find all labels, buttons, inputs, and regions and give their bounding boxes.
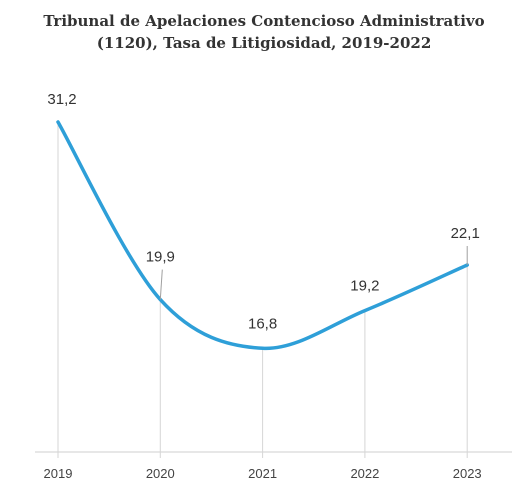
leader-line [159,269,163,300]
x-tick-label: 2022 [350,466,379,481]
x-tick-label: 2023 [453,466,482,481]
data-label: 22,1 [451,225,480,242]
x-tick-label: 2021 [248,466,277,481]
chart-title: (1120), Tasa de Litigiosidad, 2019-2022 [97,34,432,52]
data-label: 16,8 [248,315,277,332]
data-label: 31,2 [47,91,76,108]
x-tick-label: 2020 [146,466,175,481]
data-label: 19,2 [350,278,379,295]
chart-title: Tribunal de Apelaciones Contencioso Admi… [43,12,484,30]
line [56,120,469,351]
x-tick-label: 2019 [44,466,73,481]
data-label: 19,9 [146,249,175,266]
